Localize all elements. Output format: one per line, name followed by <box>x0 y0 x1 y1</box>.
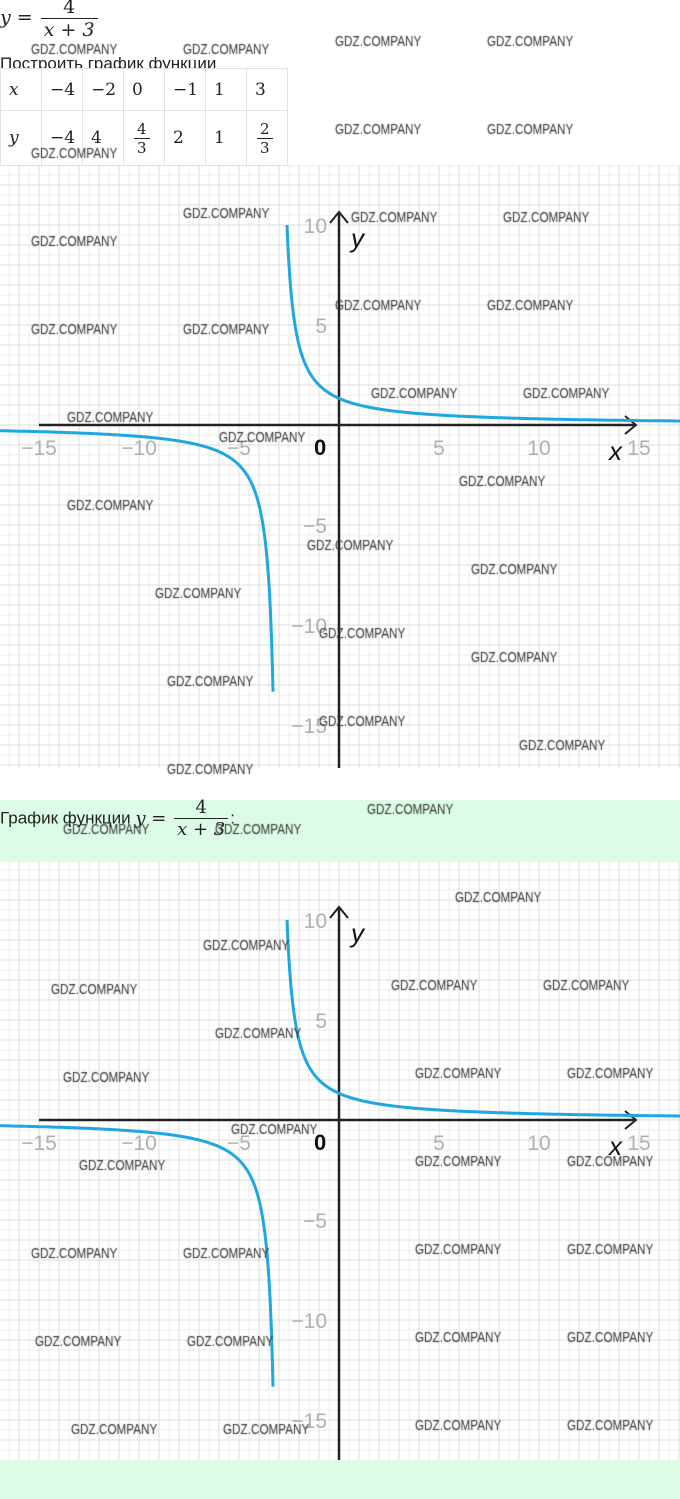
table-cell: −4 <box>41 110 83 166</box>
table-cell: −4 <box>41 68 83 111</box>
row-label: y <box>0 110 42 166</box>
y-tick-label: −15 <box>291 715 327 738</box>
origin-label: 0 <box>314 1130 326 1155</box>
x-tick-label: 10 <box>527 437 550 460</box>
x-tick-label: 15 <box>627 1132 650 1155</box>
caption-text: График функции <box>0 808 131 828</box>
caption-numerator: 4 <box>195 797 207 818</box>
y-tick-label: 5 <box>315 315 327 338</box>
curve-left-branch <box>0 429 275 692</box>
y-tick-label: 10 <box>304 215 327 238</box>
y-tick-label: 5 <box>315 1010 327 1033</box>
x-tick-label: 10 <box>527 1132 550 1155</box>
x-axis-label: x <box>607 1131 623 1161</box>
formula: y = 4 x + 3 <box>0 0 100 41</box>
x-tick-label: −15 <box>21 1132 57 1155</box>
caption-denominator: x + 3 <box>174 818 229 840</box>
table-cell: 3 <box>246 68 288 111</box>
y-tick-label: −15 <box>291 1410 327 1433</box>
fraction: 4 x + 3 <box>40 0 98 41</box>
curve-right-branch <box>285 919 680 1118</box>
y-tick-label: 10 <box>304 910 327 933</box>
table-cell: −2 <box>82 68 124 111</box>
table-cell: 1 <box>205 110 247 166</box>
values-table: x −4 −2 0 −1 1 3 y −4 4 4 3 2 1 2 3 <box>0 68 288 166</box>
caption-suffix: : <box>230 808 235 828</box>
table-cell: 4 <box>82 110 124 166</box>
x-tick-label: −10 <box>121 1132 157 1155</box>
x-tick-label: 5 <box>433 1132 445 1155</box>
task-heading: Построить график функции <box>0 54 217 68</box>
denominator: x + 3 <box>40 18 98 41</box>
y-axis-label: y <box>349 918 366 948</box>
caption-lhs: y = <box>135 807 167 829</box>
origin-label: 0 <box>314 435 326 460</box>
x-tick-label: 5 <box>433 437 445 460</box>
y-tick-label: −5 <box>303 1210 327 1233</box>
y-axis-label: y <box>349 223 366 253</box>
x-tick-label: 15 <box>627 437 650 460</box>
caption-fraction: 4 x + 3 <box>174 797 229 840</box>
numerator: 4 <box>63 0 76 18</box>
y-tick-label: −10 <box>291 1310 327 1333</box>
y-tick-label: −5 <box>303 515 327 538</box>
curve-right-branch <box>285 224 680 423</box>
table-cell: 0 <box>123 68 165 111</box>
answer-caption: График функции y = 4 x + 3 : <box>0 797 235 840</box>
x-axis-label: x <box>607 436 623 466</box>
table-cell: −1 <box>164 68 206 111</box>
table-cell: 1 <box>205 68 247 111</box>
x-tick-label: −10 <box>121 437 157 460</box>
table-row: y −4 4 4 3 2 1 2 3 <box>0 110 288 166</box>
y-tick-label: −10 <box>291 615 327 638</box>
answer-section-bottom <box>0 1460 680 1499</box>
curve-left-branch <box>0 1124 275 1387</box>
table-row: x −4 −2 0 −1 1 3 <box>0 68 288 111</box>
row-label: x <box>0 68 42 111</box>
formula-lhs: y = <box>0 6 33 29</box>
x-tick-label: −15 <box>21 437 57 460</box>
table-cell: 2 <box>164 110 206 166</box>
